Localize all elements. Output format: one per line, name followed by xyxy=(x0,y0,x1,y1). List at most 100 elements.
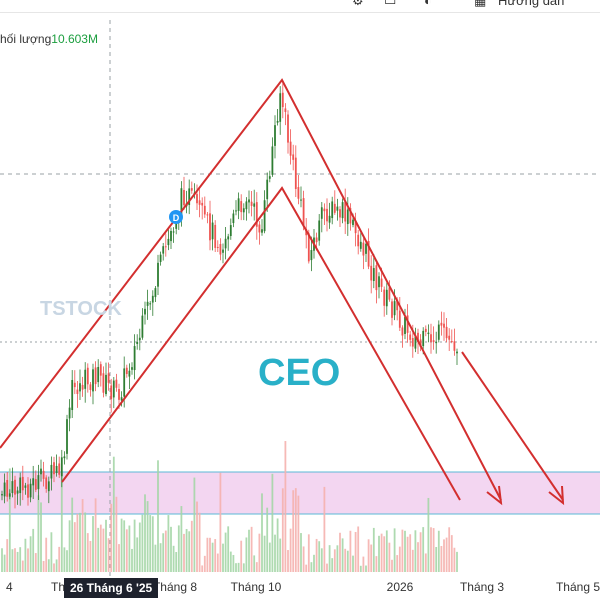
candle-body-73 xyxy=(190,188,193,191)
volume-bar-107 xyxy=(279,538,282,572)
candle-body-107 xyxy=(279,93,282,122)
candle-body-134 xyxy=(349,207,352,224)
volume-bar-71 xyxy=(185,528,188,572)
volume-bar-30 xyxy=(79,512,81,572)
candle-body-113 xyxy=(294,157,297,189)
candle-body-39 xyxy=(102,373,105,393)
volume-bar-46 xyxy=(120,518,123,572)
volume-bar-59 xyxy=(154,544,157,572)
volume-bar-132 xyxy=(344,548,347,572)
candle-body-83 xyxy=(216,246,219,248)
candle-body-160 xyxy=(417,332,419,343)
candle-body-164 xyxy=(427,332,430,335)
volume-bar-141 xyxy=(367,539,370,572)
candle-body-15 xyxy=(40,468,42,475)
volume-bar-4 xyxy=(11,549,14,572)
candle-body-98 xyxy=(255,202,258,227)
volume-bar-53 xyxy=(138,522,141,572)
volume-bar-149 xyxy=(388,542,391,572)
volume-bar-35 xyxy=(92,516,94,572)
event-marker[interactable]: D xyxy=(169,210,183,224)
candle-body-20 xyxy=(53,462,55,475)
candle-body-128 xyxy=(333,203,336,213)
candle-body-85 xyxy=(222,249,224,253)
candle-body-162 xyxy=(422,330,425,347)
volume-bar-106 xyxy=(276,518,279,572)
candle-body-48 xyxy=(125,367,128,375)
volume-bar-32 xyxy=(84,512,87,572)
volume-bar-56 xyxy=(146,501,149,572)
candle-body-136 xyxy=(354,221,357,234)
candle-body-94 xyxy=(245,201,248,210)
volume-bar-75 xyxy=(196,501,198,572)
candle-body-21 xyxy=(55,465,58,473)
support-zone xyxy=(0,471,600,515)
candle-body-45 xyxy=(118,389,120,400)
x-tick-label-2: Tháng 8 xyxy=(153,580,197,594)
volume-bar-24 xyxy=(63,547,66,572)
volume-bar-126 xyxy=(328,545,331,572)
guide-link[interactable]: Hướng dẫn xyxy=(498,0,565,8)
volume-bar-83 xyxy=(216,553,219,572)
x-tick-label-6: Tháng 5 xyxy=(556,580,600,594)
candle-body-137 xyxy=(357,234,360,247)
volume-bar-0 xyxy=(1,548,3,572)
candle-body-168 xyxy=(437,324,440,340)
volume-bar-20 xyxy=(53,563,55,572)
candle-body-142 xyxy=(370,265,373,281)
candle-body-28 xyxy=(73,382,76,388)
candle-body-159 xyxy=(414,335,417,349)
candle-body-9 xyxy=(24,485,27,488)
volume-bar-58 xyxy=(151,516,154,572)
candle-body-96 xyxy=(250,201,253,206)
volume-bar-147 xyxy=(383,536,386,572)
volume-bar-70 xyxy=(183,533,185,572)
candle-body-101 xyxy=(263,200,266,232)
candle-body-4 xyxy=(11,481,14,494)
candle-body-158 xyxy=(411,338,414,347)
candle-body-166 xyxy=(432,340,435,343)
candle-body-169 xyxy=(440,322,443,326)
candle-body-18 xyxy=(47,481,50,492)
gear-icon[interactable]: ⚙ xyxy=(352,0,364,8)
volume-bar-155 xyxy=(404,530,406,572)
candle-body-130 xyxy=(339,209,341,218)
candle-body-133 xyxy=(346,209,349,225)
volume-bar-127 xyxy=(331,558,334,572)
candle-body-23 xyxy=(60,457,63,477)
volume-bar-2 xyxy=(6,539,9,572)
toggle-icon[interactable]: ◐ xyxy=(424,0,432,8)
volume-bar-119 xyxy=(310,562,313,572)
volume-bar-160 xyxy=(417,542,419,572)
candle-body-64 xyxy=(167,238,170,246)
volume-bar-81 xyxy=(211,542,214,572)
volume-bar-45 xyxy=(118,544,120,572)
candle-body-51 xyxy=(133,346,136,371)
volume-bar-153 xyxy=(398,546,401,572)
volume-bar-98 xyxy=(255,562,258,572)
candle-body-153 xyxy=(398,310,401,328)
camera-icon[interactable]: ▭ xyxy=(384,0,397,8)
volume-bar-90 xyxy=(235,563,237,572)
volume-bar-152 xyxy=(396,555,399,572)
candle-body-140 xyxy=(365,243,367,254)
candle-body-150 xyxy=(391,301,393,318)
volume-bar-103 xyxy=(268,542,271,572)
volume-bar-3 xyxy=(8,468,11,572)
candle-body-80 xyxy=(209,213,211,241)
candle-body-122 xyxy=(318,220,321,241)
candle-body-77 xyxy=(201,202,204,206)
candle-body-109 xyxy=(284,108,287,112)
x-tick-label-5: Tháng 3 xyxy=(460,580,504,594)
candle-body-63 xyxy=(164,246,167,248)
candle-body-24 xyxy=(63,456,66,459)
candle-body-75 xyxy=(196,194,198,204)
volume-bar-25 xyxy=(66,550,68,572)
candle-body-1 xyxy=(3,482,6,497)
volume-bar-124 xyxy=(323,486,326,572)
candle-body-69 xyxy=(180,188,183,217)
volume-bar-96 xyxy=(250,526,253,572)
candle-body-143 xyxy=(372,268,375,282)
candle-body-93 xyxy=(242,208,245,213)
